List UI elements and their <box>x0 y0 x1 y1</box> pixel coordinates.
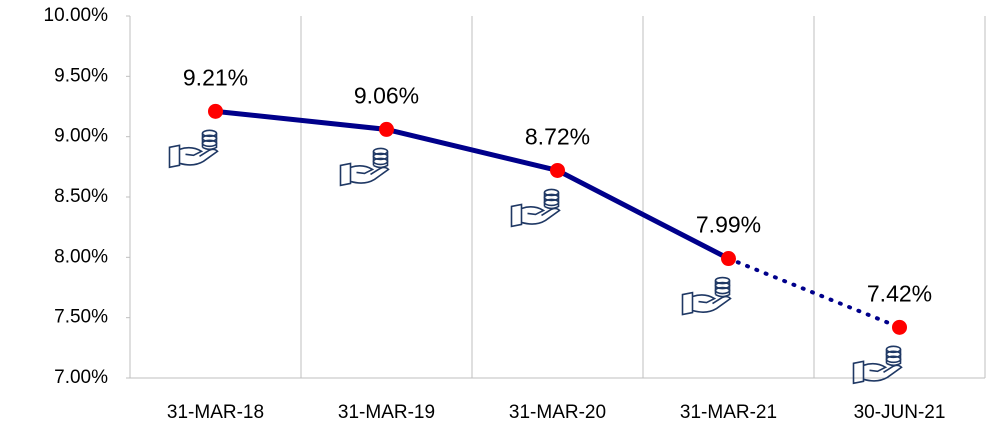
hand-coin-icon <box>510 188 561 228</box>
line-segment <box>384 126 560 173</box>
y-tick-label: 8.00% <box>54 246 108 267</box>
coin-side <box>201 133 218 151</box>
value-label: 8.72% <box>525 124 590 150</box>
point <box>208 103 223 119</box>
point <box>721 251 736 267</box>
x-tick-label: 31-MAR-20 <box>509 402 606 423</box>
hand-coin-icon <box>681 276 732 316</box>
coin-side <box>543 192 560 210</box>
value-label: 7.42% <box>867 280 932 306</box>
coin-side <box>372 151 389 169</box>
hand-coin-icon <box>339 147 390 187</box>
y-tick-label: 9.50% <box>54 65 108 86</box>
x-tick-label: 31-MAR-18 <box>167 402 264 423</box>
coin-side <box>714 280 731 298</box>
coin-side <box>885 349 902 367</box>
line-segment <box>555 167 731 262</box>
y-tick-label: 10.00% <box>44 5 109 26</box>
hand-coin-icon <box>852 345 903 385</box>
hand-coin-icon <box>168 129 219 169</box>
line-segment-dotted <box>726 256 902 330</box>
line-segment <box>213 108 389 132</box>
y-tick-label: 9.00% <box>54 126 108 147</box>
y-tick-label: 7.50% <box>54 307 108 328</box>
point <box>550 162 565 178</box>
y-tick-label: 7.00% <box>54 367 108 388</box>
value-label: 7.99% <box>696 212 761 238</box>
point <box>379 121 394 137</box>
x-tick-label: 30-JUN-21 <box>854 402 946 423</box>
x-tick-label: 31-MAR-19 <box>338 402 435 423</box>
value-label: 9.06% <box>354 83 419 109</box>
point <box>892 319 907 335</box>
y-tick-label: 8.50% <box>54 186 108 207</box>
x-tick-label: 31-MAR-21 <box>680 402 777 423</box>
value-label: 9.21% <box>183 64 248 90</box>
